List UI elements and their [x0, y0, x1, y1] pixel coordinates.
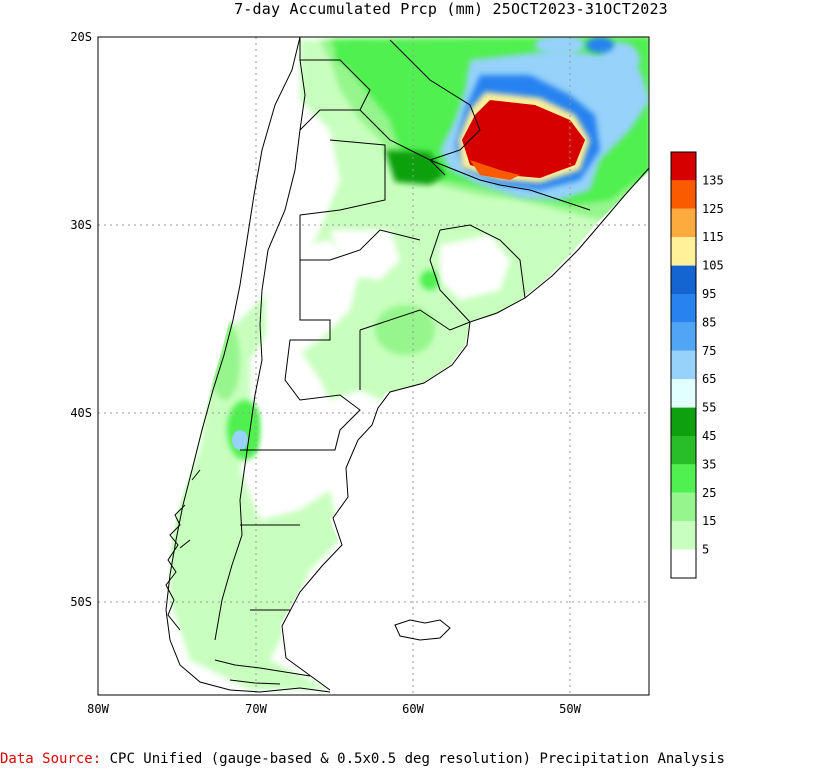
precip-area-45mm [385, 150, 445, 185]
dry-area [440, 235, 510, 300]
legend-swatch [671, 549, 696, 578]
map-frame [97, 36, 650, 696]
legend-swatch [671, 464, 696, 493]
legend-swatch [671, 294, 696, 323]
boundaries [165, 37, 649, 693]
legend-label: 105 [702, 259, 724, 273]
legend-swatch [671, 265, 696, 294]
ocean-mask [98, 37, 300, 695]
lon-tick-label: 50W [559, 702, 581, 716]
precip-field [98, 37, 649, 695]
legend-label: 135 [702, 173, 724, 187]
precip-patch [232, 430, 248, 450]
data-source-label: Data Source: [0, 751, 102, 767]
graticule [98, 37, 649, 695]
uruguay-border [429, 224, 526, 323]
legend-swatch [671, 350, 696, 380]
precip-patch [335, 43, 385, 67]
legend-label: 115 [702, 230, 724, 244]
lon-tick-label: 60W [402, 702, 424, 716]
precip-patch [227, 400, 263, 460]
ocean-mask [280, 171, 649, 695]
precip-area-125mm [470, 160, 520, 180]
lat-tick-label: 30S [70, 218, 92, 232]
dry-area [260, 240, 360, 500]
color-legend: 135 125 115 105 95 85 75 65 55 45 35 25 15 5 [670, 151, 724, 579]
legend-swatch [671, 379, 696, 408]
legend-label: 25 [702, 486, 716, 500]
pacific-coastline [165, 37, 331, 693]
lon-tick-label: 70W [245, 702, 267, 716]
latitude-tick-labels: 20S 30S 40S 50S [70, 30, 92, 609]
lon-tick-label: 80W [87, 702, 109, 716]
chilean-islands [165, 469, 311, 685]
legend-swatch [671, 407, 696, 436]
legend-label: 95 [702, 287, 716, 301]
legend-label: 35 [702, 457, 716, 471]
precip-patch [535, 37, 585, 55]
precip-patch [600, 42, 640, 78]
legend-label: 85 [702, 315, 716, 329]
legend-label: 55 [702, 401, 716, 415]
atlantic-coastline [281, 167, 649, 691]
legend-label: 125 [702, 202, 724, 216]
paraguay-brazil-border [389, 39, 591, 211]
legend-swatch [671, 180, 696, 209]
map-title: 7-day Accumulated Prcp (mm) 25OCT2023-31… [234, 0, 668, 18]
dry-area [330, 230, 400, 280]
precip-area-135mm [462, 100, 585, 178]
province-borders [240, 59, 471, 611]
legend-swatch [671, 436, 696, 465]
legend-label: 65 [702, 372, 716, 386]
lat-tick-label: 50S [70, 595, 92, 609]
longitude-tick-labels: 80W 70W 60W 50W [87, 702, 581, 716]
lat-tick-label: 40S [70, 406, 92, 420]
legend-swatch [671, 521, 696, 550]
legend-swatch [671, 208, 696, 238]
data-source-text: CPC Unified (gauge-based & 0.5x0.5 deg r… [101, 751, 725, 767]
legend-label: 45 [702, 429, 716, 443]
legend-swatch [671, 492, 696, 522]
legend-swatch [671, 237, 696, 266]
lat-tick-label: 20S [70, 30, 92, 44]
precip-patch [586, 37, 614, 53]
legend-label: 15 [702, 514, 716, 528]
andes-border [214, 37, 306, 641]
legend-swatch [671, 322, 696, 351]
legend-swatch [671, 152, 696, 181]
falkland-islands [394, 619, 451, 641]
legend-label: 5 [702, 543, 709, 557]
data-source-note: Data Source: CPC Unified (gauge-based & … [0, 751, 817, 767]
precip-patch [375, 305, 435, 355]
legend-label: 75 [702, 344, 716, 358]
legend-frame [670, 151, 697, 579]
